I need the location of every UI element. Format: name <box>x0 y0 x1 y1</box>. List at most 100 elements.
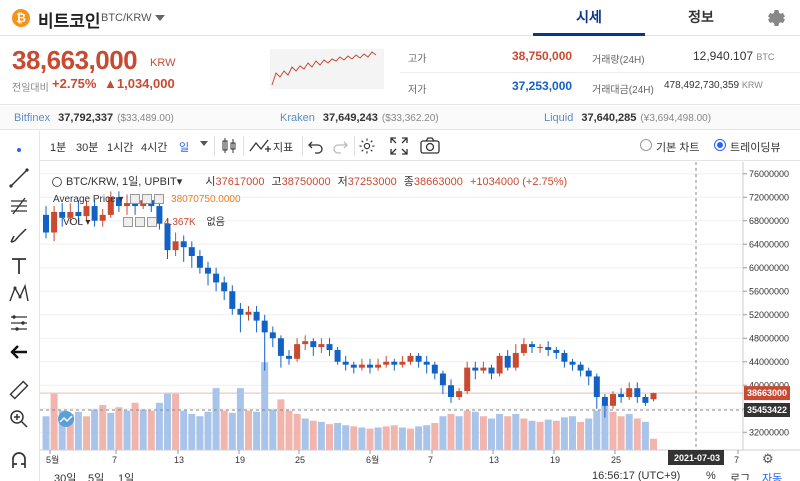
eye-icon[interactable] <box>130 194 141 205</box>
volume-unit: BTC <box>756 52 775 62</box>
volume-bar <box>277 399 285 450</box>
cloud-icon[interactable] <box>54 410 78 428</box>
volume-bar <box>66 414 74 450</box>
current-price: 38,663,000 <box>12 45 138 75</box>
bottom-bar: 30일 5일 1일 16:56:17 (UTC+9) % 로그 자동 <box>40 466 800 481</box>
candle-body <box>43 214 49 233</box>
interval-day[interactable]: 일 <box>179 142 190 154</box>
chevron-down-icon[interactable]: ▾ <box>115 194 124 205</box>
ruler-icon[interactable] <box>8 379 30 401</box>
percent-toggle[interactable]: % <box>706 470 716 481</box>
auto-toggle[interactable]: 자동 <box>762 473 783 481</box>
price-panel: 38,663,000 KRW 전일대비 +2.75% ▲1,034,000 고가… <box>0 37 800 105</box>
close-icon[interactable] <box>154 194 165 205</box>
chevron-down-icon[interactable] <box>155 15 165 21</box>
x-tick-label: 13 <box>174 455 184 465</box>
legend-high-label: 고 <box>271 176 282 188</box>
exchange-name[interactable]: Liquid <box>544 112 574 124</box>
candle-body <box>269 332 276 339</box>
volume-bar <box>358 427 366 450</box>
trend-line-icon[interactable] <box>8 167 30 189</box>
range-5d[interactable]: 5일 <box>88 473 105 481</box>
price-chart[interactable]: 76000000 72000000 68000000 64000000 60000000… <box>40 162 800 466</box>
interval-30m[interactable]: 30분 <box>76 142 99 154</box>
interval-4h[interactable]: 4시간 <box>141 142 168 154</box>
divider <box>243 136 244 156</box>
zoom-in-icon[interactable] <box>8 408 30 430</box>
clock[interactable]: 16:56:17 (UTC+9) <box>592 470 681 481</box>
undo-icon[interactable] <box>308 138 324 154</box>
arrow-left-icon[interactable] <box>8 341 30 363</box>
volume-bar <box>58 410 66 450</box>
candle-body <box>577 364 584 371</box>
fullscreen-icon[interactable] <box>390 137 408 155</box>
volume-bar <box>488 418 495 450</box>
pattern-icon[interactable] <box>8 283 30 305</box>
x-tick-label: 7 <box>112 455 117 465</box>
indicator-label[interactable]: 지표 <box>273 142 294 154</box>
settings-icon[interactable] <box>142 194 153 205</box>
candle-body <box>553 350 560 353</box>
basic-chart-label[interactable]: 기본 차트 <box>656 142 700 154</box>
candle-body <box>164 223 171 251</box>
volume-bar <box>415 426 423 450</box>
crosshair-icon[interactable] <box>8 139 30 161</box>
coin-name[interactable]: 비트코인 <box>38 12 101 31</box>
vol-label: VOL <box>63 217 83 228</box>
interval-1h[interactable]: 1시간 <box>107 142 134 154</box>
volume-bar <box>107 412 115 450</box>
exchange-name[interactable]: Kraken <box>280 112 315 124</box>
legend-close: 38663000 <box>413 176 463 188</box>
volume-bar <box>569 416 576 450</box>
tab-info[interactable]: 정보 <box>688 9 714 25</box>
log-toggle[interactable]: 로그 <box>730 473 751 481</box>
cross-tag: 35453422 <box>747 405 787 415</box>
exchange-name[interactable]: Bitfinex <box>14 112 51 124</box>
volume-bar <box>439 416 447 450</box>
range-1d[interactable]: 1일 <box>118 473 135 481</box>
candle-body <box>221 282 228 292</box>
chevron-down-icon[interactable] <box>200 141 208 146</box>
basic-chart-radio[interactable] <box>640 139 652 151</box>
volume-bar <box>504 416 512 450</box>
volume-bar <box>528 420 536 450</box>
settings-icon[interactable] <box>358 137 376 155</box>
range-30d[interactable]: 30일 <box>54 473 77 481</box>
tradingview-radio[interactable] <box>714 139 726 151</box>
volume-bar <box>293 414 301 450</box>
text-icon[interactable] <box>8 255 30 277</box>
volume-bar <box>609 411 617 450</box>
exchange-bar: Bitfinex 37,792,337 ($33,489.00) Kraken 37,… <box>0 106 800 130</box>
candle-style-icon[interactable] <box>221 137 237 155</box>
settings-icon[interactable] <box>135 217 146 228</box>
indicator-icon[interactable] <box>249 137 271 155</box>
candle-body <box>439 373 446 386</box>
magnet-icon[interactable] <box>8 449 30 471</box>
eye-icon[interactable] <box>123 217 134 228</box>
y-tick-label: 64000000 <box>749 239 789 249</box>
candle-body <box>107 197 114 215</box>
chevron-down-icon[interactable]: ▾ <box>176 176 183 188</box>
chevron-down-icon[interactable]: ▾ <box>82 217 91 228</box>
candle-body <box>561 352 568 362</box>
tab-quote[interactable]: 시세 <box>533 0 645 36</box>
amount-label: 거래대금(24H) <box>592 85 654 96</box>
coin-code[interactable]: BTC/KRW <box>101 12 152 24</box>
fib-icon[interactable] <box>8 195 30 217</box>
volume-bar <box>228 412 236 450</box>
redo-icon[interactable] <box>332 138 348 154</box>
brush-icon[interactable] <box>8 224 30 246</box>
collapse-icon[interactable] <box>52 177 62 188</box>
x-tick-label: 19 <box>235 455 245 465</box>
candle-body <box>391 361 398 365</box>
volume-bar <box>350 426 358 450</box>
projection-icon[interactable] <box>8 312 30 334</box>
tradingview-label[interactable]: 트레이딩뷰 <box>730 142 781 154</box>
candle-body <box>115 197 122 207</box>
camera-icon[interactable] <box>420 137 440 155</box>
volume-bar <box>447 414 455 450</box>
interval-1m[interactable]: 1분 <box>50 142 67 154</box>
gear-icon[interactable] <box>763 6 787 30</box>
close-icon[interactable] <box>147 217 158 228</box>
sparkline-chart <box>270 49 384 89</box>
